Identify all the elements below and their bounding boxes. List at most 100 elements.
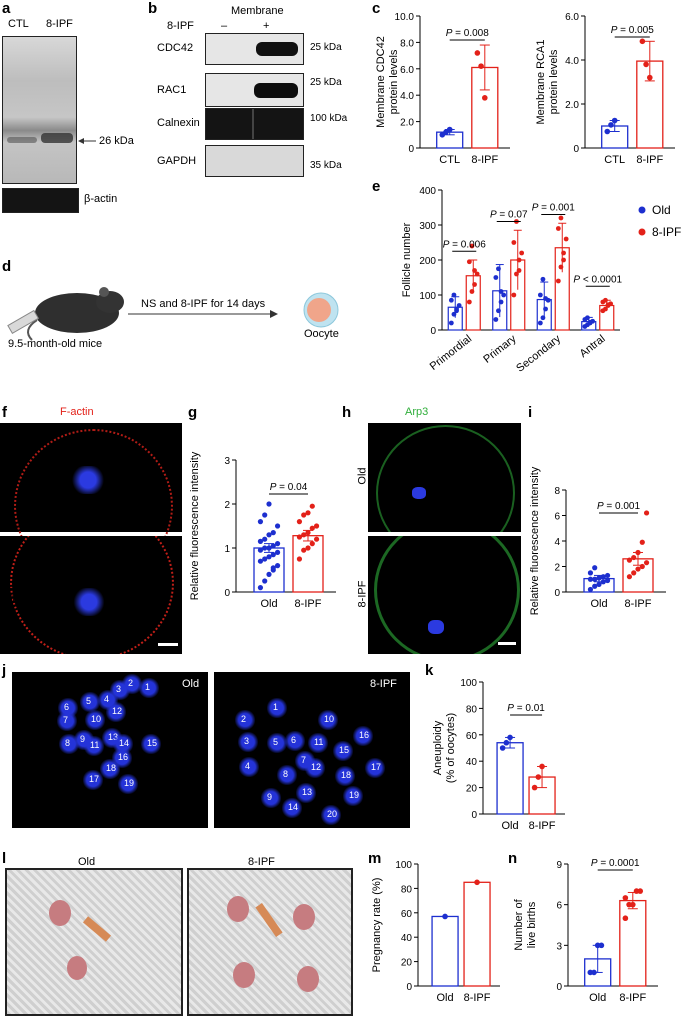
data-point — [454, 306, 459, 312]
chromosome-number: 6 — [291, 735, 297, 745]
sign-plus: + — [263, 20, 270, 32]
chromosome — [57, 711, 77, 731]
arrow-icon — [78, 138, 96, 144]
panel-label-a: a — [2, 0, 11, 17]
data-point — [558, 215, 564, 221]
panel-label-k: k — [425, 662, 434, 679]
y-tick-label: 0 — [471, 810, 477, 821]
data-point — [647, 74, 653, 81]
data-point — [262, 556, 268, 562]
data-point — [611, 117, 618, 124]
y-tick-label: 3 — [224, 456, 230, 467]
chromosome — [239, 757, 259, 777]
y-tick-label: 80 — [401, 884, 413, 895]
data-point — [309, 525, 315, 531]
chromosome-number: 2 — [128, 678, 134, 688]
y-tick-label: 6.0 — [565, 12, 579, 23]
chromosome-number: 16 — [118, 752, 129, 762]
y-axis-label: Relative fluorescence intensity — [529, 466, 541, 615]
data-point — [498, 289, 504, 294]
mw-rac1: 25 kDa — [310, 77, 342, 88]
mw-cdc42: 25 kDa — [310, 42, 342, 53]
legend-label: 8-IPF — [652, 225, 681, 239]
chromosome-number: 10 — [324, 714, 335, 724]
data-point — [262, 545, 268, 551]
data-point — [274, 563, 281, 569]
data-point — [313, 523, 320, 529]
data-point — [635, 566, 641, 572]
data-point — [596, 575, 602, 581]
y-tick-label: 40 — [466, 757, 478, 768]
data-point — [456, 303, 462, 308]
data-point — [507, 734, 513, 741]
data-point — [301, 532, 307, 538]
chromosome — [141, 734, 161, 754]
bar — [619, 899, 647, 987]
data-point — [622, 915, 629, 922]
data-point — [592, 576, 598, 582]
panel-label-m: m — [368, 850, 382, 867]
chromosome-number: 8 — [283, 769, 289, 779]
row-label-calnexin: Calnexin — [157, 117, 200, 129]
p-value: P = 0.0001 — [591, 858, 640, 869]
data-point — [448, 297, 454, 303]
bar — [463, 881, 491, 987]
factin-old-image — [0, 423, 182, 583]
chart-cdc42: 0 2.0 4.0 6.0 8.0 10.0 Membrane CDC42 protein l… — [375, 12, 510, 166]
data-point — [469, 243, 475, 249]
bar — [496, 742, 524, 815]
x-tick-label: Old — [260, 598, 277, 610]
treat-label: 8-IPF — [167, 20, 194, 32]
data-point — [451, 311, 457, 317]
data-point — [266, 571, 272, 577]
x-tick-label: 8-IPF — [636, 154, 663, 166]
data-point — [446, 126, 453, 133]
chart-live-births: 0 3 6 9 Number of live births Old 8-IPF P = 0.00… — [513, 858, 658, 1004]
data-point — [643, 510, 650, 516]
data-point — [472, 268, 477, 273]
chromosome — [84, 736, 104, 756]
y-tick-label: 100 — [419, 291, 436, 302]
data-point — [631, 554, 637, 561]
chromosome — [267, 733, 287, 753]
x-tick-label: 8-IPF — [464, 992, 491, 1004]
data-point — [603, 306, 608, 312]
data-point — [496, 266, 501, 272]
blot-calnexin — [205, 108, 304, 140]
data-point — [519, 250, 525, 256]
chromosome-number: 5 — [86, 696, 92, 706]
p-value: P = 0.008 — [446, 28, 490, 39]
data-point — [469, 289, 475, 294]
chromosome-number: 15 — [339, 745, 350, 755]
chromosome-number: 16 — [359, 730, 370, 740]
data-point — [472, 282, 477, 287]
y-tick-label: 2.0 — [400, 118, 414, 129]
arp3-old-image — [368, 423, 521, 532]
chromosome — [305, 758, 325, 778]
y-tick-label: 3 — [556, 941, 562, 952]
data-point — [309, 503, 315, 509]
chromosome-number: 19 — [124, 778, 135, 788]
blot-gapdh — [205, 145, 304, 177]
arp3-label: Arp3 — [405, 406, 429, 418]
blot-cdc42 — [205, 33, 304, 65]
data-point — [266, 554, 272, 560]
blot-rac1 — [205, 73, 304, 107]
y-axis-label: protein levels — [388, 49, 400, 114]
data-point — [499, 745, 506, 751]
data-point — [296, 534, 303, 540]
panel-label-j: j — [2, 662, 7, 679]
chromosome-number: 17 — [371, 762, 382, 772]
data-point — [596, 581, 602, 587]
data-point — [270, 565, 276, 571]
x-tick-label: Secondary — [514, 333, 563, 375]
data-point — [266, 532, 272, 538]
y-tick-label: 0 — [224, 588, 230, 599]
chart-factin-intensity: 0 1 2 3 Relative fluorescence intensity Old 8-… — [189, 451, 336, 610]
data-point — [262, 536, 268, 542]
chromosome-number: 3 — [116, 684, 122, 694]
x-tick-label: Old — [501, 820, 518, 832]
data-point — [466, 259, 472, 265]
y-tick-label: 6 — [554, 512, 560, 523]
panel-label-g: g — [188, 404, 198, 421]
